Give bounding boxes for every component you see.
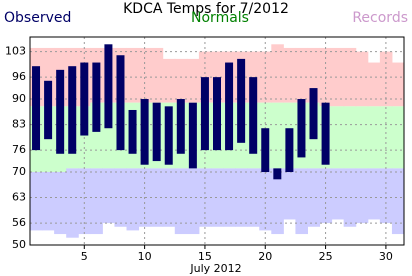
record-low-band — [186, 168, 200, 235]
record-low-band — [223, 168, 236, 227]
y-tick-label: 76 — [12, 143, 26, 156]
observed-bar — [32, 66, 41, 151]
record-low-band — [391, 168, 405, 235]
record-high-band — [343, 47, 357, 107]
record-low-band — [319, 168, 333, 224]
observed-bar — [285, 128, 294, 173]
x-tick-label: 20 — [258, 250, 272, 263]
record-low-band — [247, 168, 260, 227]
record-high-band — [126, 47, 140, 103]
legend-entry: Records — [352, 10, 408, 26]
record-low-band — [283, 168, 296, 220]
normal-band — [391, 106, 405, 169]
record-high-band — [150, 47, 164, 103]
record-high-band — [174, 58, 188, 103]
observed-bar — [309, 88, 318, 140]
normal-band — [355, 106, 369, 169]
observed-bar — [225, 62, 234, 151]
x-tick-label: 5 — [81, 250, 88, 263]
record-high-band — [391, 62, 405, 107]
observed-bar — [56, 69, 65, 154]
record-low-band — [102, 168, 115, 224]
observed-bar — [200, 77, 209, 151]
y-tick-label: 103 — [5, 45, 26, 58]
record-low-band — [355, 168, 369, 224]
record-high-band — [271, 44, 284, 103]
observed-bar — [188, 102, 197, 169]
observed-bar — [176, 99, 185, 154]
observed-bar — [68, 66, 77, 154]
legend-entry: Normals — [191, 10, 249, 26]
observed-bar — [237, 58, 246, 143]
observed-bar — [213, 77, 221, 151]
record-low-band — [367, 168, 381, 220]
y-tick-label: 83 — [12, 118, 26, 131]
x-tick-label: 30 — [379, 250, 393, 263]
record-low-band — [66, 168, 79, 238]
normal-band — [271, 102, 284, 169]
x-tick-label: 15 — [198, 250, 212, 263]
record-high-band — [355, 51, 369, 107]
record-low-band — [174, 168, 188, 235]
record-high-band — [295, 47, 308, 103]
record-low-band — [259, 168, 272, 231]
plot-frame — [29, 36, 405, 246]
y-tick-label: 50 — [12, 238, 26, 251]
observed-bar — [44, 80, 53, 140]
record-low-band — [271, 168, 284, 235]
y-tick-label: 96 — [12, 70, 26, 83]
observed-bar — [321, 102, 330, 165]
y-tick-label: 56 — [12, 216, 26, 229]
observed-bar — [297, 99, 306, 158]
normal-band — [331, 106, 345, 169]
observed-bar — [261, 128, 270, 173]
record-high-band — [162, 58, 176, 103]
record-high-band — [331, 47, 345, 107]
record-low-band — [30, 172, 43, 231]
x-axis-label: July 2012 — [189, 262, 241, 275]
record-low-band — [78, 168, 91, 235]
record-low-band — [90, 168, 103, 235]
x-tick-label: 10 — [138, 250, 152, 263]
record-low-band — [126, 168, 140, 231]
record-low-band — [162, 168, 176, 227]
chart-title: KDCA Temps for 7/2012 — [123, 1, 289, 17]
record-high-band — [283, 47, 296, 103]
observed-bar — [92, 62, 101, 132]
record-low-band — [379, 168, 393, 224]
observed-bar — [104, 44, 113, 129]
record-high-band — [138, 47, 152, 103]
record-low-band — [295, 168, 308, 235]
y-tick-label: 70 — [12, 165, 26, 178]
observed-bar — [116, 55, 125, 151]
legend-entry: Observed — [4, 10, 71, 26]
record-low-band — [54, 172, 67, 235]
observed-bar — [249, 77, 258, 154]
record-high-band — [367, 62, 381, 107]
record-low-band — [343, 168, 357, 227]
observed-bar — [80, 62, 89, 136]
observed-bar — [273, 168, 282, 180]
y-tick-label: 90 — [12, 92, 26, 105]
observed-bar — [152, 102, 161, 162]
x-tick-label: 25 — [319, 250, 333, 263]
y-tick-label: 63 — [12, 191, 26, 204]
normal-band — [367, 106, 381, 169]
record-high-band — [186, 58, 200, 103]
record-low-band — [331, 168, 345, 220]
record-low-band — [307, 168, 321, 227]
record-low-band — [210, 168, 224, 227]
record-low-band — [42, 172, 55, 231]
observed-bar — [140, 99, 149, 165]
normal-band — [343, 106, 357, 169]
observed-bar — [164, 106, 173, 165]
observed-bar — [128, 109, 137, 154]
